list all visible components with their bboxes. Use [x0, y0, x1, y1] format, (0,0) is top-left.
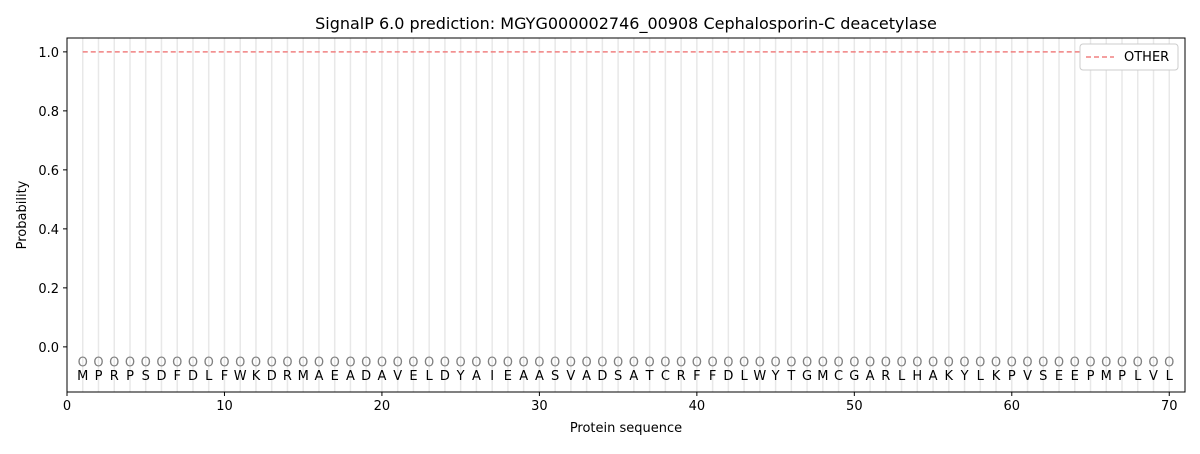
residue-letter: P: [95, 369, 103, 384]
residue-letter: Y: [771, 369, 780, 384]
residue-letter: E: [1055, 369, 1063, 384]
residue-letter: A: [519, 369, 528, 384]
residue-letter: G: [802, 369, 812, 384]
residue-letter: V: [1149, 369, 1158, 384]
residue-letter: A: [472, 369, 481, 384]
residue-letter: G: [849, 369, 859, 384]
y-tick-label: 1.0: [38, 46, 59, 61]
x-axis-ticks: 0 10 20 30 40 50 60 70: [63, 392, 1178, 414]
chart-title: SignalP 6.0 prediction: MGYG000002746_00…: [315, 14, 937, 34]
residue-letter: R: [110, 369, 119, 384]
residue-letter: D: [361, 369, 371, 384]
x-tick-label: 60: [1004, 399, 1021, 414]
plot-frame: [66, 37, 1186, 393]
residue-letter: W: [234, 369, 247, 384]
residue-letter: I: [490, 369, 494, 384]
residue-letter: R: [677, 369, 686, 384]
residue-letter: V: [393, 369, 402, 384]
residue-letter: R: [283, 369, 292, 384]
residue-letter: M: [77, 369, 88, 384]
residue-letter: D: [188, 369, 198, 384]
residue-letter: F: [221, 369, 228, 384]
residue-letter: K: [992, 369, 1001, 384]
residue-letter: A: [929, 369, 938, 384]
residue-letter: L: [740, 369, 748, 384]
residue-letter: S: [614, 369, 622, 384]
residue-letter: F: [173, 369, 180, 384]
residue-letter: Y: [960, 369, 969, 384]
residue-letter: D: [597, 369, 607, 384]
residue-letter: E: [409, 369, 417, 384]
y-tick-label: 0.2: [38, 282, 59, 297]
residue-letter: R: [881, 369, 890, 384]
residue-letter: M: [298, 369, 309, 384]
residue-letter: L: [205, 369, 213, 384]
x-axis-label: Protein sequence: [570, 421, 682, 436]
residue-letter: M: [817, 369, 828, 384]
y-tick-label: 0.6: [38, 164, 59, 179]
residue-letter: L: [977, 369, 985, 384]
residue-letter: H: [912, 369, 922, 384]
residue-letter: S: [1039, 369, 1047, 384]
residue-letter: E: [331, 369, 339, 384]
residue-letter: F: [693, 369, 700, 384]
residue-letter: W: [753, 369, 766, 384]
residue-letter: T: [645, 369, 654, 384]
residue-gridlines: [81, 38, 1171, 392]
x-tick-label: 50: [846, 399, 863, 414]
residue-letter: P: [1118, 369, 1126, 384]
residue-letter: M: [1101, 369, 1112, 384]
legend: OTHER: [1079, 43, 1179, 71]
legend-label-other: OTHER: [1124, 50, 1169, 65]
residue-letter: V: [1023, 369, 1032, 384]
residue-letter: K: [945, 369, 954, 384]
residue-letter: P: [1008, 369, 1016, 384]
residue-letter: L: [1166, 369, 1174, 384]
residue-letter: L: [426, 369, 434, 384]
residue-letter: D: [267, 369, 277, 384]
x-tick-label: 10: [216, 399, 233, 414]
residue-labels: OOOOOOOOOOOOOOOOOOOOOOOOOOOOOOOOOOOOOOOO…: [77, 356, 1174, 384]
residue-letter: K: [252, 369, 261, 384]
residue-letter: A: [582, 369, 591, 384]
residue-letter: T: [786, 369, 795, 384]
residue-letter: V: [566, 369, 575, 384]
legend-box: [1079, 43, 1179, 71]
residue-letter: D: [440, 369, 450, 384]
y-tick-label: 0.0: [38, 341, 59, 356]
x-tick-label: 40: [689, 399, 706, 414]
x-tick-label: 30: [531, 399, 548, 414]
residue-letter: E: [1071, 369, 1079, 384]
x-tick-label: 0: [63, 399, 71, 414]
residue-letter: F: [709, 369, 716, 384]
residue-letter: E: [504, 369, 512, 384]
residue-letter: L: [1134, 369, 1142, 384]
residue-letter: D: [156, 369, 166, 384]
residue-letter: S: [142, 369, 150, 384]
residue-letter: A: [535, 369, 544, 384]
y-tick-label: 0.8: [38, 105, 59, 120]
residue-letter: L: [898, 369, 906, 384]
residue-letter: A: [866, 369, 875, 384]
residue-letter: S: [551, 369, 559, 384]
residue-letter: P: [126, 369, 134, 384]
residue-letter: A: [314, 369, 323, 384]
residue-letter: A: [629, 369, 638, 384]
residue-letter: Y: [456, 369, 465, 384]
residue-letter: A: [346, 369, 355, 384]
x-tick-label: 20: [374, 399, 391, 414]
residue-letter: D: [723, 369, 733, 384]
residue-letter: P: [1087, 369, 1095, 384]
residue-letter: A: [377, 369, 386, 384]
residue-letter: C: [834, 369, 843, 384]
y-tick-label: 0.4: [38, 223, 59, 238]
y-axis-label: Probability: [15, 180, 30, 249]
x-tick-label: 70: [1161, 399, 1178, 414]
residue-letter: C: [661, 369, 670, 384]
y-axis-ticks: 0.0 0.2 0.4 0.6 0.8 1.0: [38, 46, 67, 356]
